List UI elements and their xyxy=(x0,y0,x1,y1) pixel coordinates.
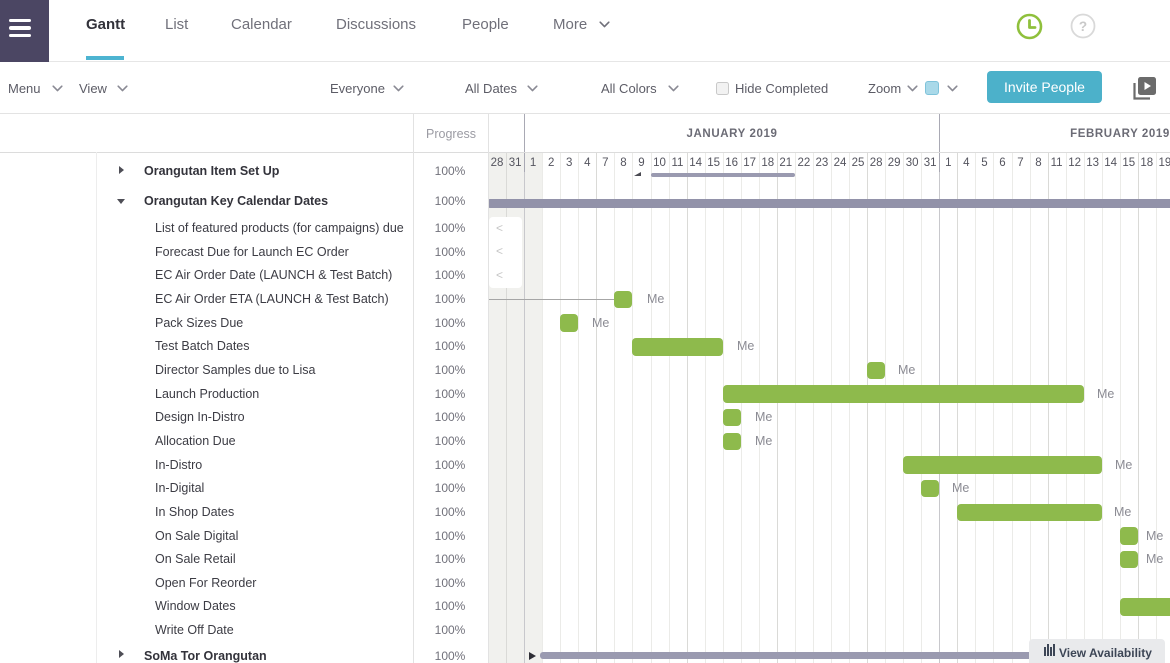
svg-text:?: ? xyxy=(1079,19,1087,34)
